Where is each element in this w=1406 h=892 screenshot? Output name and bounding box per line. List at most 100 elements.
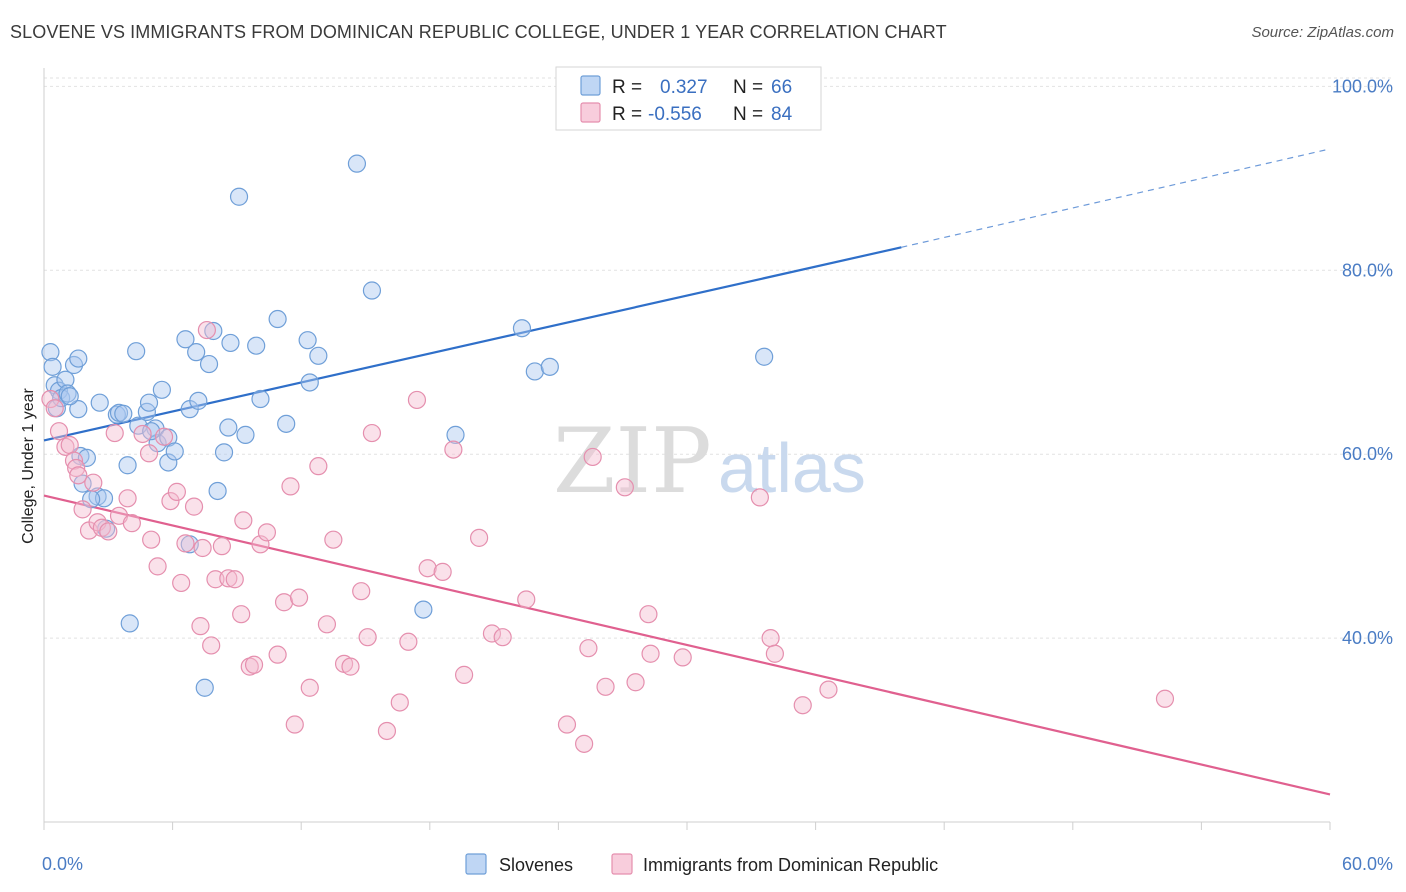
grid-layer <box>44 77 1394 639</box>
point-dominican-79 <box>765 644 784 663</box>
point-dominican-30 <box>202 636 221 655</box>
point-dominican-60 <box>433 562 452 581</box>
point-dominican-1 <box>45 399 64 418</box>
legend-n-label: N = <box>733 77 763 98</box>
point-slovenes-31 <box>176 330 195 349</box>
legend-swatch-dominican <box>580 102 601 123</box>
point-dominican-2 <box>49 422 69 441</box>
trend-line-dominican <box>43 494 1331 796</box>
point-dominican-23 <box>161 491 180 511</box>
point-dominican-70 <box>583 447 602 467</box>
point-dominican-67 <box>557 715 577 734</box>
point-dominican-53 <box>358 628 377 647</box>
point-slovenes-57 <box>540 357 559 376</box>
point-dominican-22 <box>154 427 174 446</box>
legend-swatch-slovenes <box>580 75 601 96</box>
point-dominican-4 <box>60 435 79 455</box>
point-dominican-57 <box>399 632 418 651</box>
point-slovenes-54 <box>525 362 544 381</box>
point-dominican-35 <box>232 605 251 624</box>
point-dominican-34 <box>225 570 244 589</box>
point-dominican-19 <box>139 444 159 463</box>
point-dominican-78 <box>761 628 780 648</box>
chart-title: SLOVENE VS IMMIGRANTS FROM DOMINICAN REP… <box>10 22 947 42</box>
bottom-legend-label-dominican: Immigrants from Dominican Republic <box>643 855 938 875</box>
point-slovenes-41 <box>229 187 249 206</box>
point-dominican-71 <box>596 677 615 696</box>
legend-r-label: R = <box>612 77 642 98</box>
point-slovenes-6 <box>56 370 75 389</box>
point-dominican-28 <box>191 617 210 636</box>
y-tick-label-3: 100.0% <box>1332 76 1393 96</box>
point-dominican-69 <box>579 639 598 658</box>
bottom-legend-swatch-slovenes <box>465 853 487 875</box>
watermark-zip: ZIP <box>553 409 712 514</box>
legend-r-label: R = <box>612 104 642 125</box>
bottom-legend-label-slovenes: Slovenes <box>499 855 573 875</box>
point-dominican-43 <box>281 477 300 496</box>
point-slovenes-21 <box>127 342 146 361</box>
point-dominican-24 <box>167 482 186 501</box>
chart-source: Source: ZipAtlas.com <box>1251 24 1394 41</box>
point-dominican-52 <box>352 582 371 601</box>
point-slovenes-42 <box>236 425 255 444</box>
point-dominican-21 <box>148 557 167 576</box>
point-slovenes-53 <box>512 319 532 338</box>
point-dominican-42 <box>274 593 294 612</box>
point-slovenes-43 <box>247 336 266 355</box>
legend-n-label: N = <box>733 104 763 125</box>
point-slovenes-35 <box>199 354 219 374</box>
point-slovenes-36 <box>204 321 223 341</box>
point-slovenes-63 <box>60 387 79 406</box>
point-slovenes-56 <box>755 347 774 366</box>
point-slovenes-52 <box>414 600 433 619</box>
y-tick-label-0: 40.0% <box>1342 628 1393 648</box>
legend-n-value-slovenes: 66 <box>771 77 792 98</box>
point-slovenes-40 <box>221 333 240 353</box>
legend-r-value-dominican: -0.556 <box>648 104 702 125</box>
point-dominican-33 <box>219 569 238 588</box>
point-layer <box>41 77 1175 753</box>
point-slovenes-46 <box>277 414 296 433</box>
point-slovenes-29 <box>159 453 178 472</box>
point-slovenes-39 <box>219 418 238 437</box>
point-dominican-31 <box>206 570 225 589</box>
point-dominican-49 <box>324 530 343 549</box>
point-dominican-64 <box>482 624 502 643</box>
point-dominican-80 <box>793 696 812 715</box>
trend-line-slovenes-extension <box>901 148 1331 248</box>
watermark: ZIP atlas <box>553 409 866 514</box>
series-legend: Slovenes Immigrants from Dominican Repub… <box>465 853 938 875</box>
point-slovenes-51 <box>362 281 382 300</box>
point-dominican-76 <box>673 648 692 667</box>
point-dominican-65 <box>493 628 512 647</box>
point-slovenes-9 <box>69 349 88 368</box>
point-dominican-73 <box>626 673 645 692</box>
point-dominican-63 <box>469 528 489 547</box>
point-dominican-26 <box>176 534 195 553</box>
point-dominican-66 <box>517 590 536 609</box>
point-dominican-0 <box>41 389 60 409</box>
trend-line-slovenes <box>43 246 902 442</box>
point-slovenes-15 <box>90 393 109 412</box>
point-dominican-10 <box>84 473 103 492</box>
x-tick-labels: 0.0% 60.0% <box>42 854 1393 874</box>
point-dominican-44 <box>285 715 304 734</box>
point-slovenes-11 <box>71 446 90 466</box>
point-dominican-48 <box>317 615 337 634</box>
point-slovenes-48 <box>300 373 319 392</box>
point-slovenes-0 <box>41 343 60 362</box>
point-dominican-83 <box>193 538 212 558</box>
point-slovenes-10 <box>69 400 88 419</box>
y-tick-label-2: 80.0% <box>1342 260 1393 280</box>
point-dominican-38 <box>244 655 264 674</box>
y-tick-labels: 40.0% 60.0% 80.0% 100.0% <box>1332 76 1393 648</box>
point-dominican-25 <box>172 573 191 593</box>
y-tick-label-1: 60.0% <box>1342 444 1393 464</box>
point-dominican-74 <box>639 605 658 624</box>
watermark-atlas: atlas <box>718 429 866 507</box>
bottom-legend-swatch-dominican <box>611 853 633 875</box>
point-dominican-36 <box>234 511 253 530</box>
point-slovenes-7 <box>58 384 77 403</box>
point-dominican-40 <box>257 523 277 542</box>
